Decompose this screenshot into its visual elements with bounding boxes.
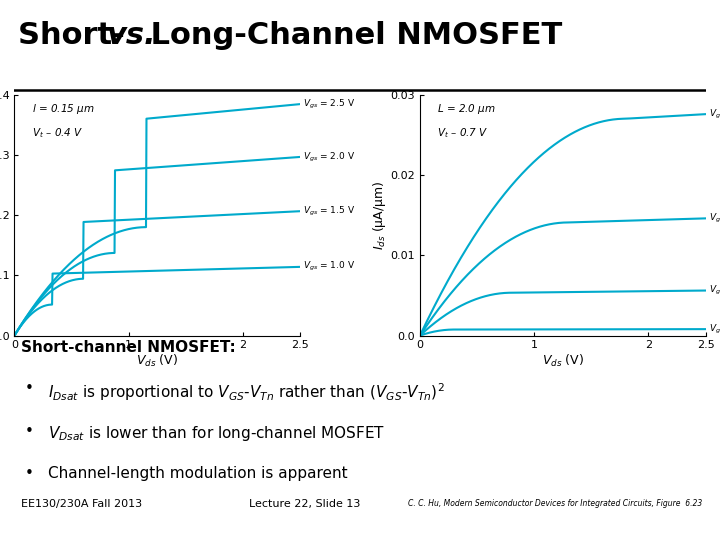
Text: $V_{gs}$ = 1.5 V: $V_{gs}$ = 1.5 V xyxy=(303,205,356,218)
Text: Lecture 22, Slide 13: Lecture 22, Slide 13 xyxy=(249,500,361,509)
Text: EE130/230A Fall 2013: EE130/230A Fall 2013 xyxy=(22,500,143,509)
Text: vs.: vs. xyxy=(107,21,156,50)
Text: $V_{gs}$ = 2.0 V: $V_{gs}$ = 2.0 V xyxy=(303,151,356,164)
Text: Channel-length modulation is apparent: Channel-length modulation is apparent xyxy=(48,466,347,481)
Text: •: • xyxy=(24,466,34,481)
Text: $V_{gs}$ = 1.0 V: $V_{gs}$ = 1.0 V xyxy=(709,322,720,336)
Text: $V_{gs}$ = 2.5 V: $V_{gs}$ = 2.5 V xyxy=(709,107,720,121)
Text: $L$ = 2.0 μm: $L$ = 2.0 μm xyxy=(437,102,496,116)
X-axis label: $V_{ds}$ (V): $V_{ds}$ (V) xyxy=(541,353,584,369)
Text: $V_{gs}$ = 1.0 V: $V_{gs}$ = 1.0 V xyxy=(303,260,356,273)
Y-axis label: $I_{ds}$ (μA/μm): $I_{ds}$ (μA/μm) xyxy=(371,180,387,250)
Text: Short-channel NMOSFET:: Short-channel NMOSFET: xyxy=(22,340,236,355)
Text: $V_{gs}$ = 2.0 V: $V_{gs}$ = 2.0 V xyxy=(709,212,720,225)
X-axis label: $V_{ds}$ (V): $V_{ds}$ (V) xyxy=(136,353,179,369)
Text: Short-: Short- xyxy=(18,21,135,50)
Text: $V_{gs}$ = 1.5 V: $V_{gs}$ = 1.5 V xyxy=(709,284,720,297)
Text: C. C. Hu, Modern Semiconductor Devices for Integrated Circuits, Figure  6.23: C. C. Hu, Modern Semiconductor Devices f… xyxy=(408,500,702,508)
Text: $V_t$ – 0.4 V: $V_t$ – 0.4 V xyxy=(32,126,83,140)
Text: $V_{Dsat}$ is lower than for long-channel MOSFET: $V_{Dsat}$ is lower than for long-channe… xyxy=(48,424,385,443)
Text: $l$ = 0.15 μm: $l$ = 0.15 μm xyxy=(32,102,94,116)
Text: •: • xyxy=(24,381,34,396)
Text: •: • xyxy=(24,424,34,438)
Text: $I_{Dsat}$ is proportional to $V_{GS}$-$V_{Tn}$ rather than ($V_{GS}$-$V_{Tn}$)$: $I_{Dsat}$ is proportional to $V_{GS}$-$… xyxy=(48,381,444,403)
Text: Long-Channel NMOSFET: Long-Channel NMOSFET xyxy=(140,21,562,50)
Text: $V_{gs}$ = 2.5 V: $V_{gs}$ = 2.5 V xyxy=(303,98,356,111)
Text: $V_t$ – 0.7 V: $V_t$ – 0.7 V xyxy=(437,126,489,140)
